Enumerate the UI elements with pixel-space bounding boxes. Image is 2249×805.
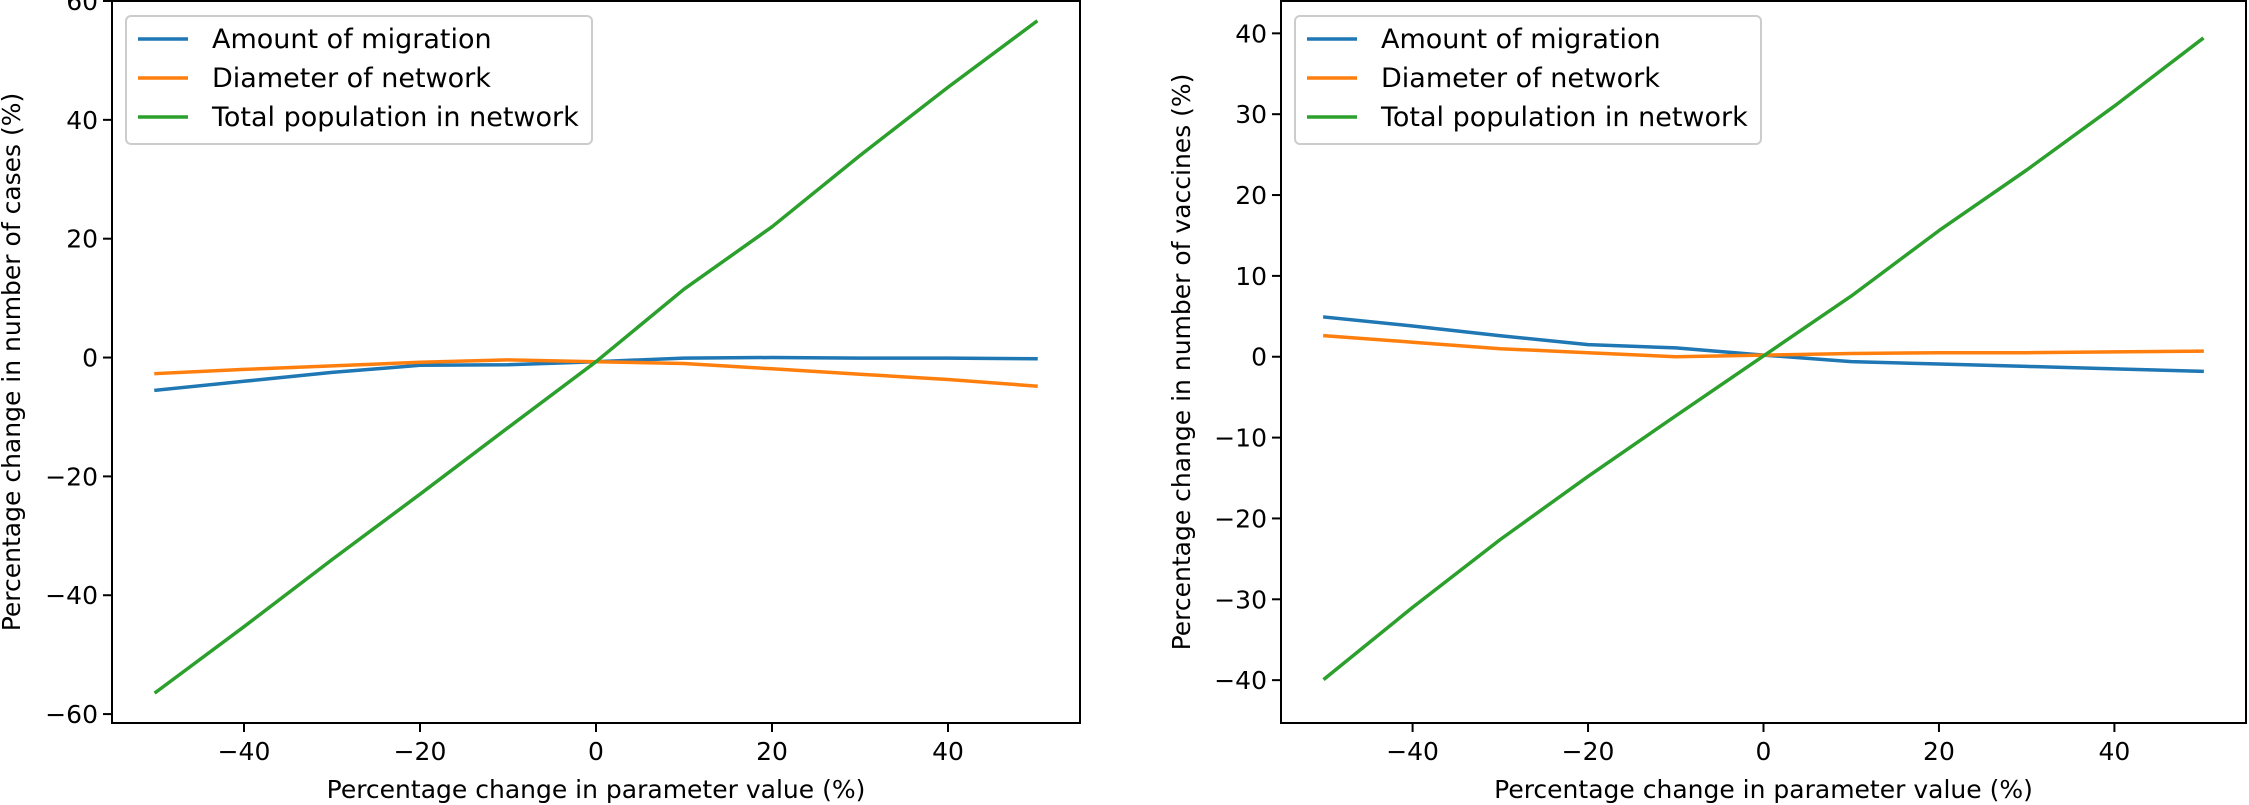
legend: Amount of migration Diameter of network To…	[1294, 15, 1762, 145]
y-tick-label: 0	[82, 344, 98, 373]
y-tick-label: 20	[66, 225, 98, 254]
y-tick-label: 60	[66, 0, 98, 16]
x-tick-label: −40	[1386, 737, 1439, 766]
y-tick-label: −20	[1214, 504, 1267, 533]
legend-label: Diameter of network	[212, 63, 491, 94]
y-tick-label: 0	[1251, 343, 1267, 372]
y-tick-label: −40	[1214, 666, 1267, 695]
series-line-total-population-in-network	[153, 19, 1039, 695]
x-axis-title: Percentage change in parameter value (%)	[1494, 775, 2033, 804]
x-axis-title: Percentage change in parameter value (%)	[327, 775, 866, 804]
x-tick-label: 40	[2099, 737, 2131, 766]
y-tick-label: 20	[1235, 181, 1267, 210]
y-tick-label: −40	[45, 581, 98, 610]
x-tick-label: −20	[1562, 737, 1615, 766]
legend-label: Amount of migration	[212, 24, 492, 55]
x-tick-label: 40	[932, 737, 964, 766]
x-tick-label: 0	[1756, 737, 1772, 766]
y-axis-title: Percentage change in number of vaccines …	[1167, 74, 1196, 651]
x-tick-label: 0	[588, 737, 604, 766]
legend-label: Total population in network	[211, 102, 579, 133]
series-line-total-population-in-network	[1322, 36, 2205, 681]
y-tick-label: 10	[1235, 262, 1267, 291]
y-tick-label: −20	[45, 462, 98, 491]
y-tick-label: −10	[1214, 424, 1267, 453]
legend-label: Total population in network	[1380, 102, 1748, 133]
y-tick-label: −60	[45, 700, 98, 729]
y-tick-label: 30	[1235, 100, 1267, 129]
x-tick-label: −20	[394, 737, 447, 766]
legend-label: Amount of migration	[1381, 24, 1661, 55]
series-line-diameter-of-network	[1323, 333, 2204, 359]
legend-box	[125, 15, 593, 145]
y-tick-label: 40	[66, 106, 98, 135]
chart-1: −40 −20 0 20 40 −60 −40 −20 0 20 40 60 Percentage ch…	[0, 0, 1081, 804]
x-tick-label: 20	[1923, 737, 1955, 766]
y-axis-title: Percentage change in number of cases (%)	[0, 93, 26, 632]
x-tick-label: 20	[756, 737, 788, 766]
legend: Amount of migration Diameter of network To…	[125, 15, 593, 145]
legend-box	[1294, 15, 1762, 145]
y-tick-label: 40	[1235, 19, 1267, 48]
chart-2: −40 −20 0 20 40 −40 −30 −20 −10 0 10 20 30 40 Percenta…	[1167, 0, 2247, 804]
y-tick-label: −30	[1214, 585, 1267, 614]
legend-label: Diameter of network	[1381, 63, 1660, 94]
x-tick-label: −40	[218, 737, 271, 766]
